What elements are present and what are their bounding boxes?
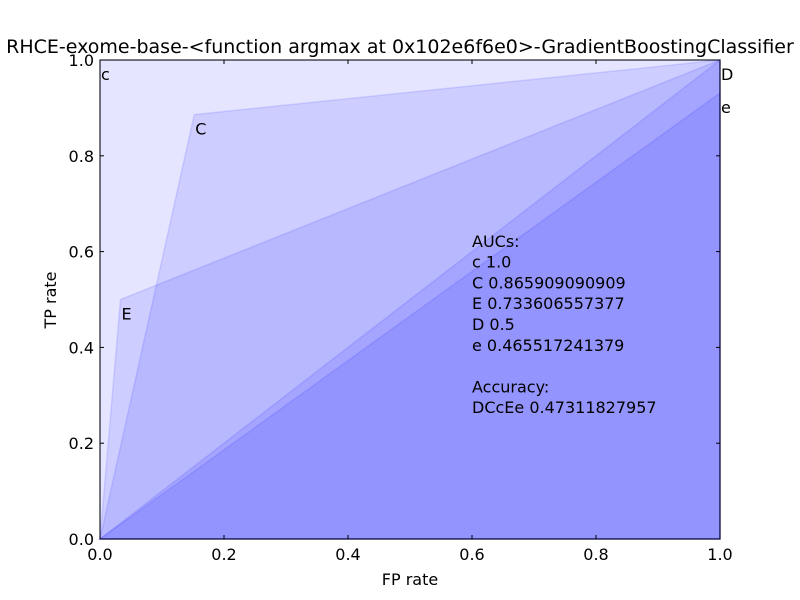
y-axis-ticks: 0.0 0.2 0.4 0.6 0.8 1.0 xyxy=(69,51,720,549)
point-label-C: C xyxy=(195,120,206,139)
annotation-line: DCcEe 0.47311827957 xyxy=(472,398,657,417)
x-tick-label: 1.0 xyxy=(707,545,732,564)
annotation-line: C 0.865909090909 xyxy=(472,273,626,292)
y-axis-label: TP rate xyxy=(41,271,60,329)
x-axis-label: FP rate xyxy=(382,570,438,589)
x-tick-label: 0.2 xyxy=(211,545,236,564)
y-tick-label: 0.2 xyxy=(69,434,94,453)
y-tick-label: 1.0 xyxy=(69,51,94,70)
auc-accuracy-annotation: AUCs: c 1.0C 0.865909090909 E 0.7336065573… xyxy=(472,232,657,417)
annotation-line: c 1.0 xyxy=(472,253,511,272)
annotation-line: e 0.465517241379 xyxy=(472,336,624,355)
y-tick-label: 0.8 xyxy=(69,147,94,166)
point-label-c: c xyxy=(101,65,110,84)
annotation-line: E 0.733606557377 xyxy=(472,294,625,313)
roc-area-fills xyxy=(97,58,721,540)
plot-frame xyxy=(99,59,721,540)
annotation-line: AUCs: xyxy=(472,232,520,251)
x-tick-label: 0.0 xyxy=(87,545,112,564)
annotation-line: D 0.5 xyxy=(472,315,515,334)
x-tick-label: 0.6 xyxy=(459,545,484,564)
annotation-line: Accuracy: xyxy=(472,377,549,396)
point-label-E: E xyxy=(121,305,131,324)
roc-point-labels: c C E De xyxy=(101,65,733,324)
point-label-e: e xyxy=(721,98,731,117)
x-axis-ticks: 0.0 0.2 0.4 0.6 0.8 1.0 xyxy=(87,60,733,564)
y-tick-label: 0.0 xyxy=(69,530,94,549)
point-label-D: D xyxy=(721,65,733,84)
chart-title: RHCE-exome-base-<function argmax at 0x10… xyxy=(6,36,794,58)
y-tick-label: 0.4 xyxy=(69,338,94,357)
y-tick-label: 0.6 xyxy=(69,243,94,262)
x-tick-label: 0.4 xyxy=(335,545,360,564)
x-tick-label: 0.8 xyxy=(583,545,608,564)
